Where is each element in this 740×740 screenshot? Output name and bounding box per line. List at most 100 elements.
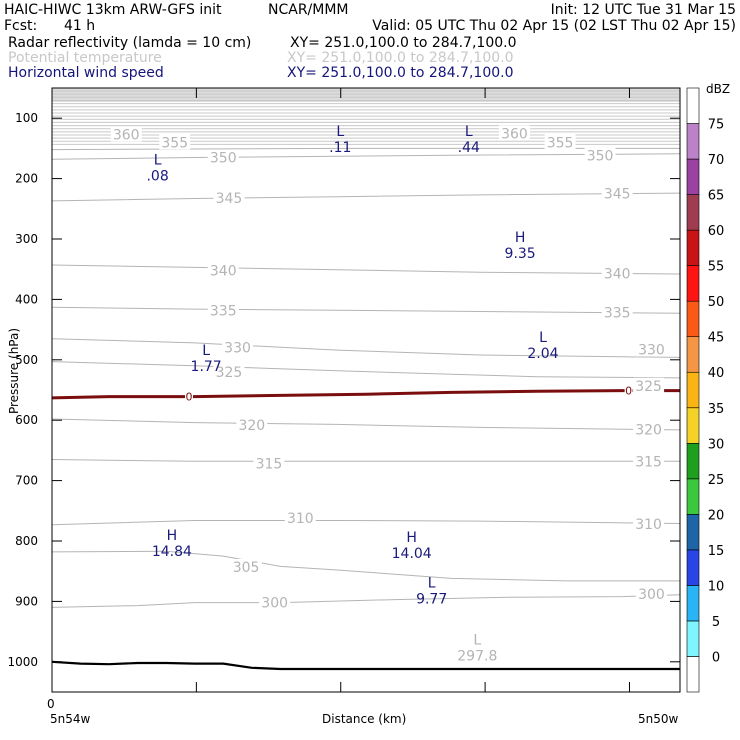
theta-contour-line [51,153,681,160]
colorbar-swatch [686,407,700,444]
theta-label-bg [213,363,245,379]
org-label: NCAR/MMM [268,2,349,18]
y-tick-label: 800 [15,534,38,548]
theta-contour-line [51,338,681,358]
y-tick-label: 200 [15,172,38,186]
contour-label-bg [624,384,633,396]
theta-contour-label: 330 [638,343,665,359]
theta-label-bg [222,339,254,355]
colorbar-level-label: 5 [712,615,720,630]
wind-extremum-letter: H [167,528,178,544]
theta-contour-line [51,306,681,314]
x-start-label: 5n54w [50,712,91,726]
stratosphere-band [52,88,680,102]
field-2-xy: XY= 251.0,100.0 to 284.7,100.0 [287,50,514,66]
x-axis-label: Distance (km) [322,712,407,726]
colorbar-level-label: 15 [708,544,725,559]
theta-contour-label: 345 [216,191,243,207]
theta-contour-label: 300 [261,596,288,612]
theta-label-bg [633,453,665,469]
theta-contour-line [51,550,680,582]
forecast-hour: 41 h [64,18,96,34]
wind-extremum-letter: L [202,343,210,359]
wind-extremum-letter: L [336,124,344,140]
theta-contour-label: 340 [210,263,237,279]
wind-extremum-letter: L [465,124,473,140]
theta-label-bg [601,265,633,281]
colorbar-level-label: 75 [708,118,725,133]
colorbar-level-label: 0 [712,650,720,665]
colorbar-swatch [686,87,700,124]
x-tick-label-0: 0 [47,697,55,711]
theta-contour-label: 305 [233,560,260,576]
plot-frame [51,87,681,693]
wind-extremum-letter: L [428,575,436,591]
theta-contour-line [51,594,681,608]
colorbar-swatch [686,336,700,373]
theta-extremum-value: 297.8 [457,649,497,665]
field-1-name: Radar reflectivity (lamda = 10 cm) [8,35,252,51]
wind-extremum-value: 14.84 [152,544,192,560]
theta-contour-label: 300 [638,587,665,603]
theta-label-bg [633,377,665,393]
model-title: HAIC-HIWC 13km ARW-GFS init [4,2,222,18]
theta-contour-label: 360 [501,126,528,142]
wind-extremum-letter: L [539,330,547,346]
theta-label-bg [207,149,239,165]
wind-extremum-value: 1.77 [191,359,222,375]
wind-extremum-value: .44 [458,140,480,156]
colorbar-swatch [686,549,700,586]
theta-label-bg [601,185,633,201]
y-tick-label: 300 [15,232,38,246]
theta-label-bg [236,417,268,433]
colorbar-swatch [686,371,700,409]
field-3-xy: XY= 251.0,100.0 to 284.7,100.0 [287,65,514,81]
wind-extremum-value: .08 [146,169,168,185]
wind-extremum-letter: L [154,153,162,169]
theta-contour-label: 310 [287,511,314,527]
colorbar-level-label: 50 [708,295,725,310]
theta-contour-label: 360 [113,128,140,144]
theta-label-bg [230,558,262,574]
reflectivity-contour-label: 0 [186,391,193,404]
theta-label-bg [284,510,316,526]
colorbar-level-label: 25 [708,473,725,488]
colorbar-level-label: 60 [708,224,725,239]
theta-contour-label: 315 [256,457,283,473]
y-tick-label: 600 [15,413,38,427]
y-tick-label: 700 [15,474,38,488]
colorbar-swatch [686,620,700,657]
theta-contour-label: 325 [635,379,662,395]
theta-contour-label: 350 [587,149,614,165]
x-end-label: 5n50w [638,712,679,726]
theta-contour-label: 355 [161,135,188,151]
valid-time: Valid: 05 UTC Thu 02 Apr 15 (02 LST Thu … [372,18,736,34]
y-tick-label: 500 [15,353,38,367]
theta-contour-label: 340 [604,266,631,282]
theta-label-bg [635,341,667,357]
theta-label-bg [207,302,239,318]
y-tick-label: 900 [15,594,38,608]
axis-ticks: 100 200 300 400 500 600 700 800 900 1000 [7,88,680,692]
theta-contour-label: 320 [238,418,265,434]
colorbar-level-label: 55 [708,260,725,275]
field-1-xy: XY= 251.0,100.0 to 284.7,100.0 [290,35,517,51]
colorbar-level-label: 30 [708,437,725,452]
colorbar-swatch [686,656,700,693]
colorbar-swatch [686,300,700,338]
colorbar-swatch [686,194,700,231]
wind-extremum-value: 9.77 [416,591,447,607]
theta-label-bg [584,147,616,163]
reflectivity-colorbar: 0 5 10 15 20 25 30 35 40 45 50 55 60 65 70 75 [686,87,725,693]
colorbar-swatch [686,229,700,266]
wind-extremum-letter: H [515,230,526,246]
theta-contour-line [51,361,681,379]
colorbar-level-label: 65 [708,189,725,204]
colorbar-unit: dBZ [706,82,731,96]
theta-label-bg [159,134,191,150]
wind-extremum-value: 9.35 [505,246,536,262]
colorbar-swatch [686,478,700,515]
colorbar-level-label: 70 [708,153,725,168]
